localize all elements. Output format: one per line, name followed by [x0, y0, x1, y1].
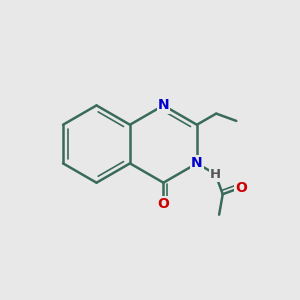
Text: N: N — [158, 98, 169, 112]
Text: H: H — [210, 168, 221, 181]
Text: O: O — [158, 197, 169, 211]
Text: N: N — [191, 156, 203, 170]
Text: O: O — [235, 181, 247, 195]
